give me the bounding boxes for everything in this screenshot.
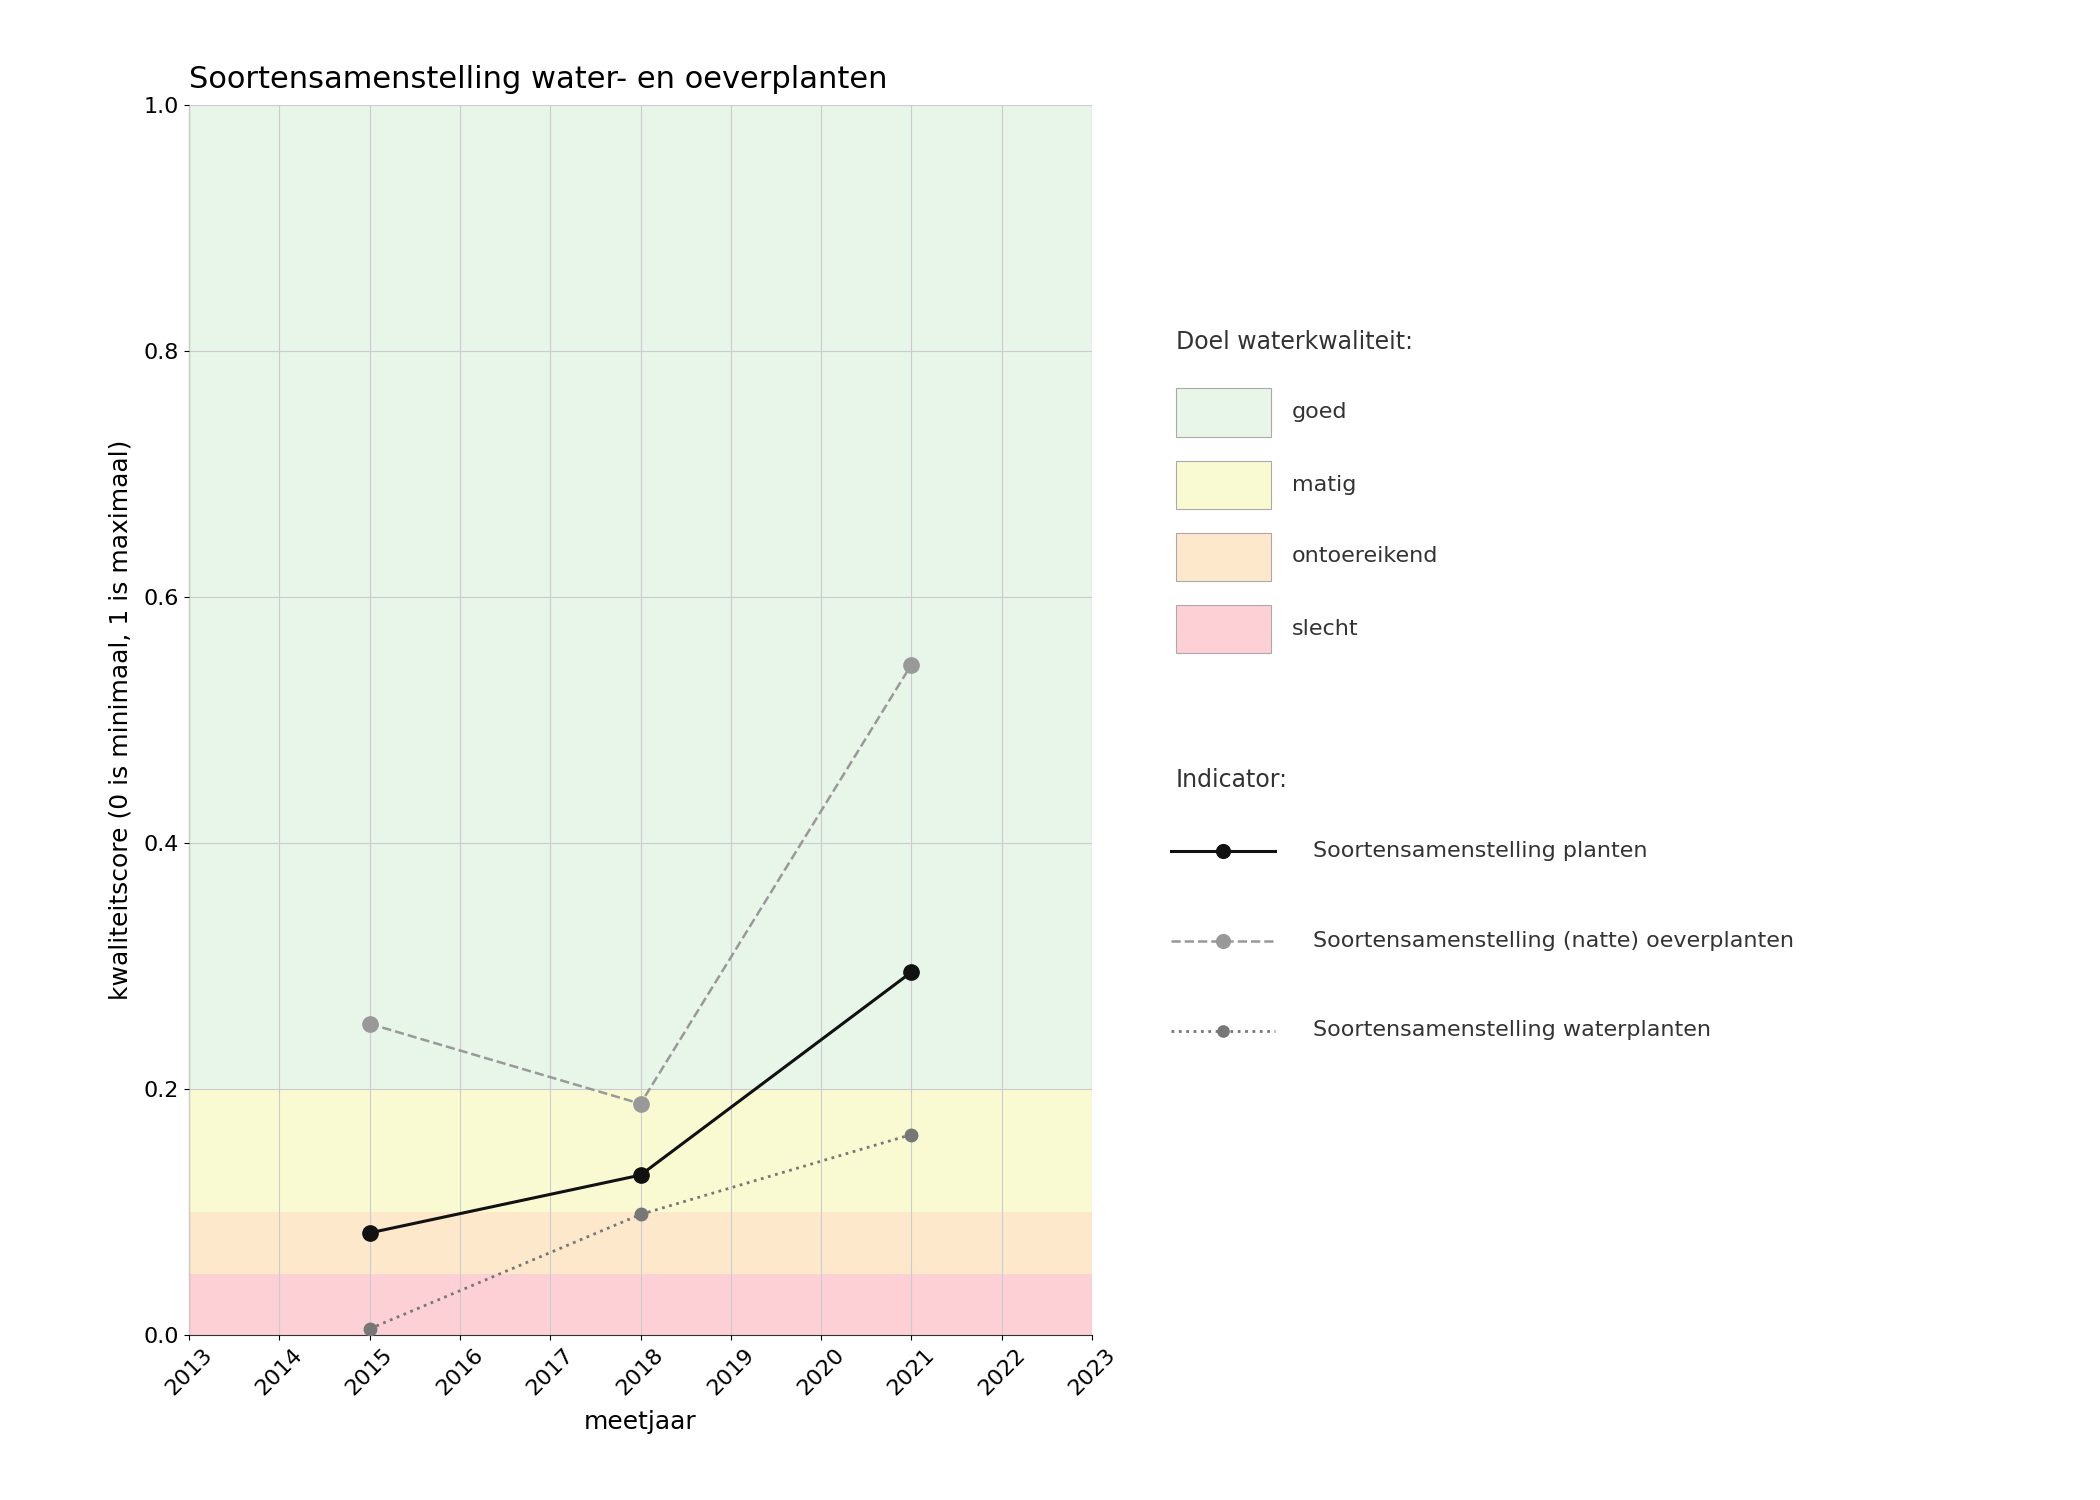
Bar (189, 1089, 1092, 1212)
X-axis label: meetjaar: meetjaar (584, 1410, 697, 1434)
Text: goed: goed (1292, 402, 1346, 423)
Y-axis label: kwaliteitscore (0 is minimaal, 1 is maximaal): kwaliteitscore (0 is minimaal, 1 is maxi… (109, 440, 132, 1001)
Text: Doel waterkwaliteit:: Doel waterkwaliteit: (1176, 330, 1413, 354)
Text: Indicator:: Indicator: (1176, 768, 1287, 792)
Text: ontoereikend: ontoereikend (1292, 546, 1439, 567)
Text: Soortensamenstelling (natte) oeverplanten: Soortensamenstelling (natte) oeverplante… (1312, 930, 1793, 951)
Bar (189, 105, 1092, 1089)
Text: Soortensamenstelling water- en oeverplanten: Soortensamenstelling water- en oeverplan… (189, 66, 888, 94)
Text: Soortensamenstelling planten: Soortensamenstelling planten (1312, 840, 1646, 861)
Bar (189, 1212, 1092, 1274)
Bar (189, 1274, 1092, 1335)
Text: Soortensamenstelling waterplanten: Soortensamenstelling waterplanten (1312, 1020, 1712, 1041)
Text: slecht: slecht (1292, 618, 1359, 639)
Text: matig: matig (1292, 474, 1357, 495)
